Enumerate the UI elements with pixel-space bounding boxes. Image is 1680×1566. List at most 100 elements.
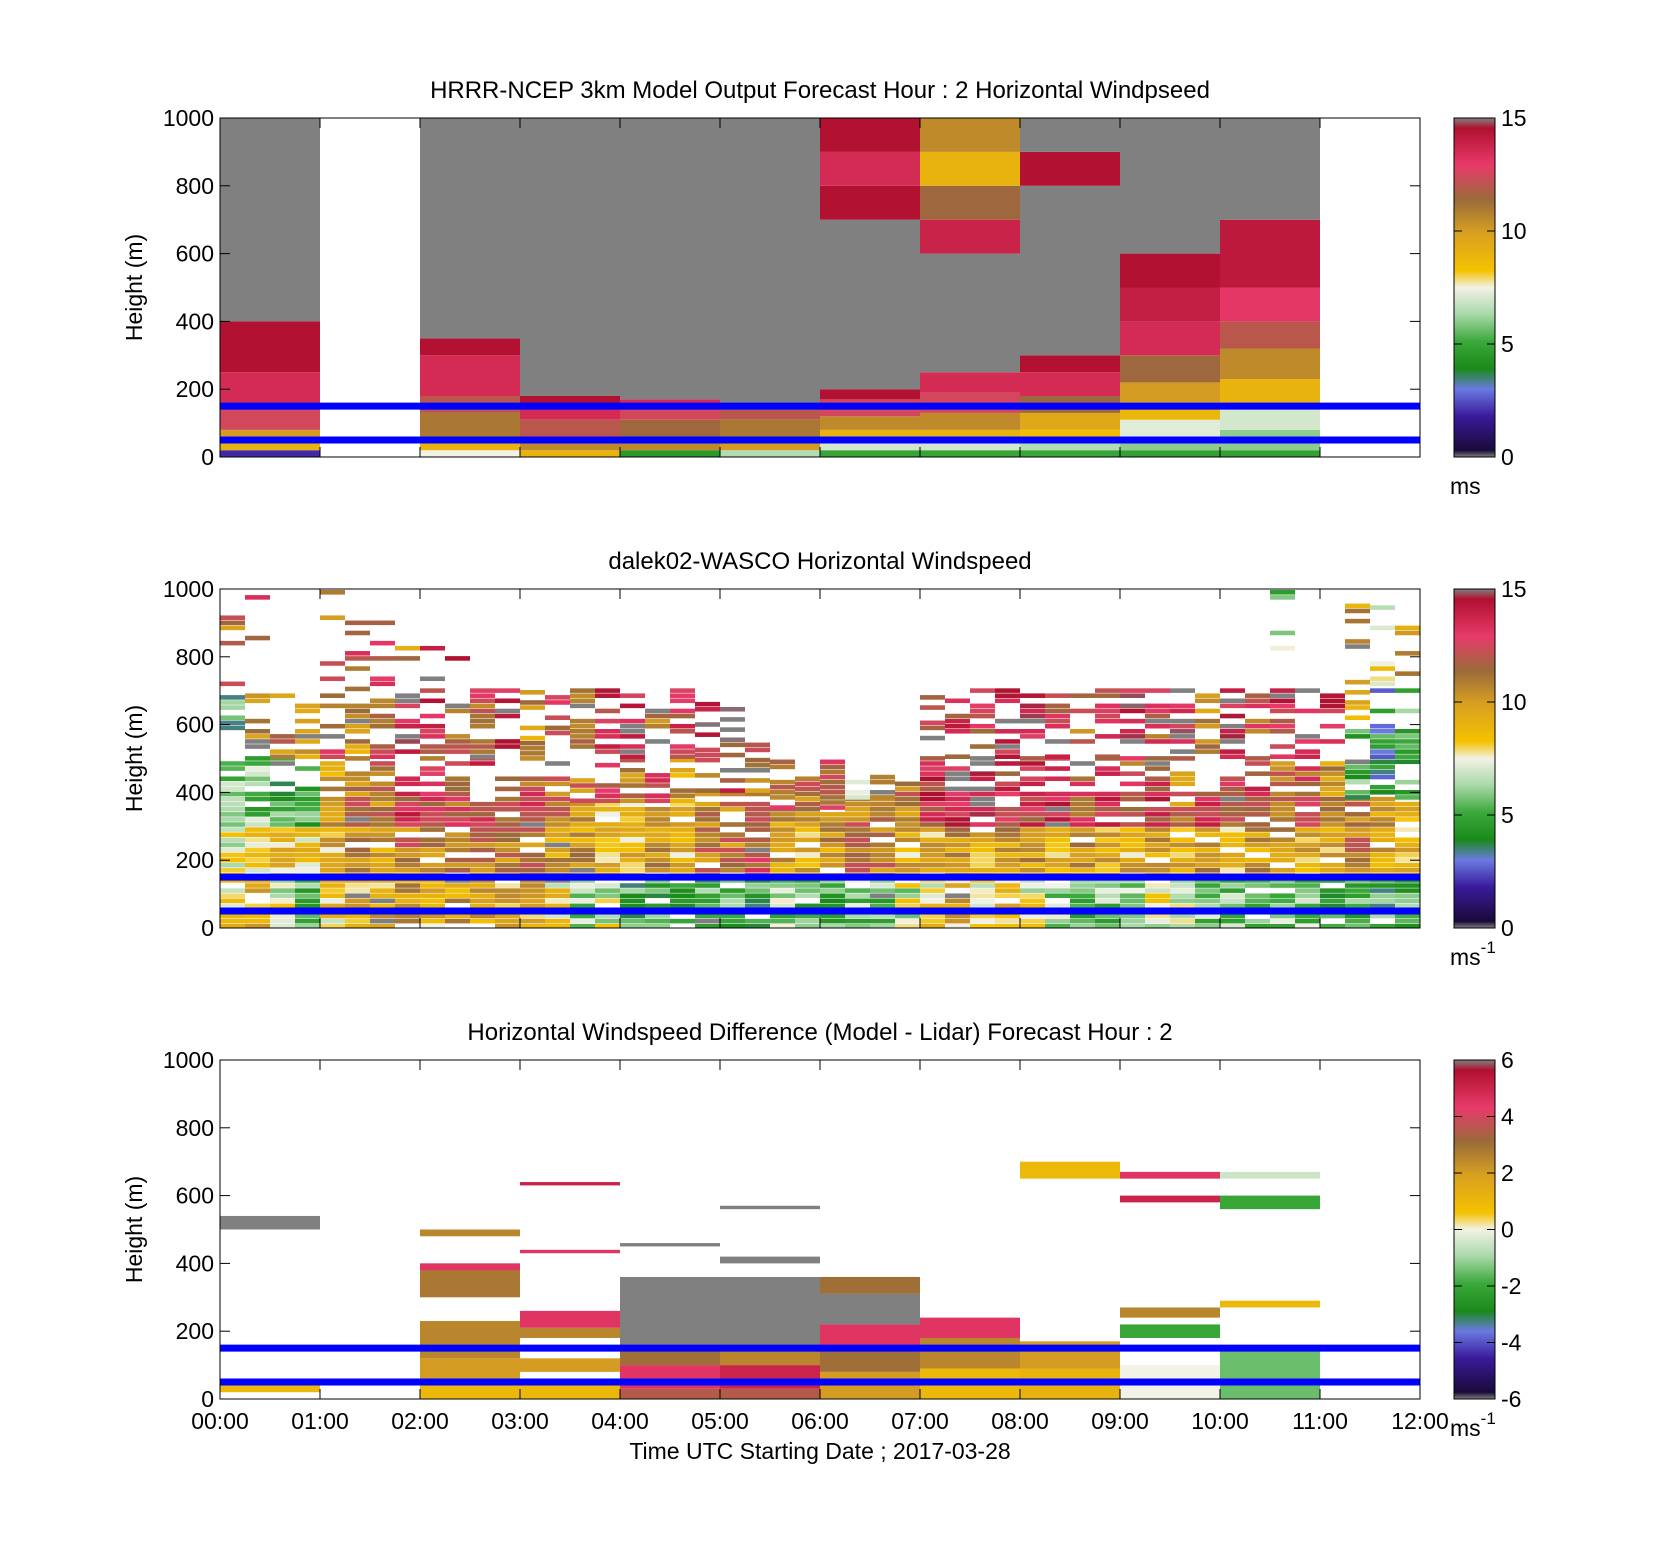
lidar-gate <box>695 898 720 904</box>
lidar-gate <box>545 842 570 848</box>
lidar-gate <box>1120 923 1145 929</box>
y-tick-label: 600 <box>176 241 214 267</box>
lidar-gate <box>345 630 370 636</box>
heatmap-cell <box>820 1276 920 1294</box>
lidar-gate <box>395 857 420 863</box>
lidar-gate <box>895 847 920 853</box>
lidar-gate <box>1220 723 1245 729</box>
lidar-gate <box>820 800 845 805</box>
lidar-gate <box>970 822 995 827</box>
lidar-gate <box>345 749 370 754</box>
lidar-gate <box>495 888 520 893</box>
heatmap-cell <box>620 1276 720 1349</box>
lidar-gate <box>1070 832 1095 837</box>
lidar-gate <box>1270 776 1295 782</box>
lidar-gate <box>595 898 620 904</box>
lidar-gate <box>420 771 445 776</box>
lidar-gate <box>1270 761 1295 766</box>
lidar-gate <box>245 822 270 827</box>
lidar-gate <box>1170 734 1195 739</box>
lidar-gate <box>245 913 270 919</box>
lidar-gate <box>345 837 370 843</box>
lidar-gate <box>345 666 370 671</box>
x-tick-label: 11:00 <box>1292 1408 1348 1434</box>
heatmap-cell <box>620 1388 720 1399</box>
lidar-gate <box>1395 913 1420 919</box>
lidar-gate <box>570 817 595 822</box>
lidar-gate <box>295 708 320 714</box>
colorbar-unit: ms-1 <box>1450 938 1496 970</box>
lidar-gate <box>745 923 770 929</box>
lidar-gate <box>1370 708 1395 714</box>
lidar-gate <box>395 883 420 888</box>
lidar-gate <box>1145 883 1170 888</box>
lidar-gate <box>370 857 395 863</box>
heatmap-cell <box>520 1182 620 1186</box>
lidar-gate <box>270 857 295 863</box>
lidar-gate <box>1220 867 1245 873</box>
lidar-gate <box>1145 913 1170 919</box>
y-axis-label: Height (m) <box>121 705 147 812</box>
lidar-gate <box>1095 898 1120 904</box>
lidar-gate <box>920 883 945 888</box>
lidar-gate <box>645 923 670 929</box>
lidar-gate <box>1095 734 1120 739</box>
lidar-gate <box>745 857 770 863</box>
y-tick-label: 600 <box>176 712 214 738</box>
lidar-gate <box>895 781 920 787</box>
lidar-gate <box>1120 703 1145 709</box>
heatmap-cell <box>520 1358 620 1372</box>
lidar-gate <box>1345 827 1370 832</box>
lidar-gate <box>370 867 395 873</box>
lidar-gate <box>370 918 395 924</box>
lidar-gate <box>1370 806 1395 812</box>
lidar-gate <box>220 766 245 771</box>
lidar-gate <box>395 852 420 858</box>
lidar-gate <box>1095 754 1120 759</box>
lidar-gate <box>645 842 670 848</box>
lidar-gate <box>645 862 670 868</box>
heatmap-cell <box>820 443 920 451</box>
lidar-gate <box>870 867 895 873</box>
lidar-gate <box>795 862 820 868</box>
lidar-gate <box>1170 781 1195 787</box>
x-tick-label: 10:00 <box>1191 1408 1249 1434</box>
lidar-gate <box>495 806 520 812</box>
lidar-gate <box>770 898 795 904</box>
lidar-gate <box>1370 898 1395 904</box>
lidar-gate <box>1295 812 1320 817</box>
lidar-gate <box>445 913 470 919</box>
lidar-gate <box>1070 801 1095 807</box>
lidar-gate <box>320 898 345 904</box>
lidar-gate <box>295 801 320 807</box>
lidar-gate <box>220 837 245 843</box>
lidar-gate <box>945 832 970 837</box>
lidar-gate <box>1020 801 1045 807</box>
lidar-gate <box>445 857 470 863</box>
heatmap-cell <box>620 419 720 437</box>
lidar-gate <box>670 798 695 804</box>
lidar-gate <box>595 801 620 807</box>
lidar-gate <box>570 923 595 929</box>
lidar-gate <box>270 832 295 837</box>
lidar-gate <box>1145 903 1170 909</box>
heatmap-cell <box>1220 379 1320 407</box>
lidar-gate <box>245 635 270 641</box>
lidar-gate <box>1270 857 1295 863</box>
lidar-gate <box>445 898 470 904</box>
colorbar-tick-label: 0 <box>1501 915 1514 941</box>
lidar-gate <box>570 688 595 693</box>
lidar-gate <box>220 893 245 898</box>
lidar-gate <box>870 801 895 807</box>
lidar-gate <box>1245 883 1270 888</box>
lidar-gate <box>1095 806 1120 812</box>
lidar-gate <box>1020 817 1045 822</box>
lidar-gate <box>470 708 495 714</box>
lidar-gate <box>1395 827 1420 832</box>
lidar-gate <box>820 888 845 893</box>
y-tick-label: 0 <box>201 444 214 470</box>
lidar-gate <box>420 698 445 704</box>
lidar-gate <box>945 898 970 904</box>
lidar-gate <box>1395 651 1420 656</box>
lidar-gate <box>1195 867 1220 873</box>
